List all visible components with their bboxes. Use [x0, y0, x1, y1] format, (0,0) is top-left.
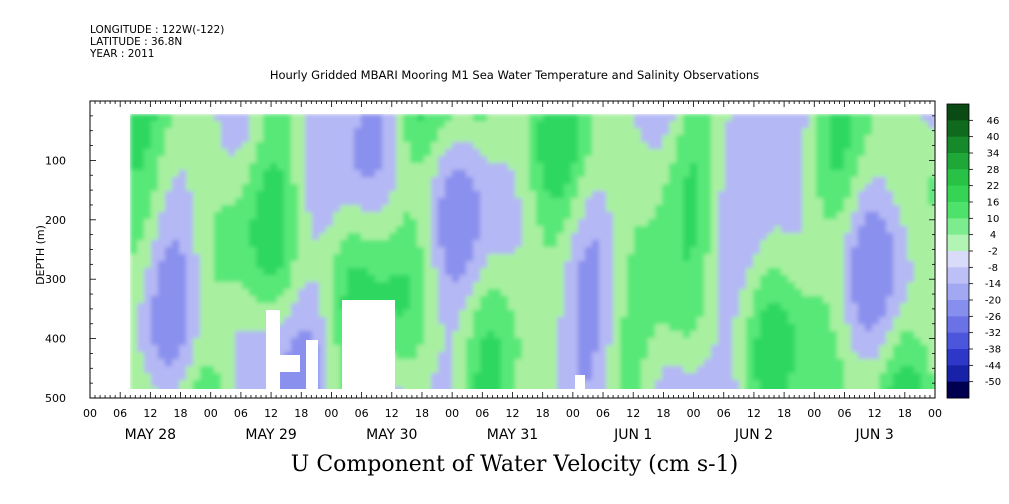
x-tick-label: 12	[868, 407, 882, 420]
colorbar-tick-label: 16	[987, 198, 1000, 209]
colorbar-band	[947, 381, 969, 399]
colorbar-band	[947, 153, 969, 170]
colorbar-band	[947, 185, 969, 203]
day-label: MAY 30	[366, 427, 417, 443]
x-tick-label: 12	[626, 407, 640, 420]
x-tick-label: 00	[566, 407, 580, 420]
x-tick-label: 06	[113, 407, 127, 420]
day-label: JUN 2	[734, 427, 773, 443]
x-tick-label: 18	[536, 407, 550, 420]
colorbar-band	[947, 169, 969, 187]
colorbar-tick-label: -2	[988, 247, 998, 258]
colorbar-band	[947, 136, 969, 154]
y-tick-label: 200	[45, 214, 66, 227]
colorbar-tick-label: 28	[987, 165, 1000, 176]
x-tick-label: 18	[656, 407, 670, 420]
day-label: JUN 3	[855, 427, 894, 443]
y-tick-label: 500	[45, 392, 66, 405]
x-tick-label: 18	[777, 407, 791, 420]
colorbar-tick-label: -14	[985, 279, 1001, 290]
colorbar-tick-label: 4	[990, 230, 996, 241]
colorbar-tick-label: 34	[987, 149, 1000, 160]
x-tick-label: 00	[687, 407, 701, 420]
axes: 00 06 12 18 00 06 12 18 00 06 12 18 00 06 12 18 00 06 12 18…	[45, 100, 942, 443]
y-tick-label: 400	[45, 333, 66, 346]
x-tick-label: 00	[928, 407, 942, 420]
latitude-label: LATITUDE : 36.8N	[90, 36, 183, 48]
colorbar-band	[947, 120, 969, 138]
colorbar-tick-label: -8	[988, 263, 998, 274]
colorbar-band	[947, 316, 969, 334]
colorbar-tick-label: -50	[985, 377, 1001, 388]
day-label: JUN 1	[613, 427, 652, 443]
x-tick-label: 12	[143, 407, 157, 420]
x-tick-label: 06	[596, 407, 610, 420]
x-tick-label: 06	[717, 407, 731, 420]
colorbar-band	[947, 251, 969, 268]
colorbar-tick-label: -26	[985, 312, 1001, 323]
day-label: MAY 31	[487, 427, 538, 443]
x-tick-label: 18	[898, 407, 912, 420]
colorbar-band	[947, 267, 969, 285]
colorbar-band	[947, 332, 969, 350]
x-tick-label: 12	[506, 407, 520, 420]
x-tick-label: 06	[234, 407, 248, 420]
x-tick-label: 00	[324, 407, 338, 420]
colorbar-band	[947, 283, 969, 301]
colorbar-band	[947, 300, 969, 317]
colorbar-tick-label: 22	[987, 181, 1000, 192]
colorbar-tick-label: -44	[985, 361, 1001, 372]
x-tick-label: 18	[174, 407, 188, 420]
x-tick-label: 06	[475, 407, 489, 420]
colorbar-tick-label: 46	[987, 116, 1000, 127]
colorbar-band	[947, 234, 969, 252]
colorbar-band	[947, 218, 969, 236]
y-tick-label: 300	[45, 273, 66, 286]
day-label: MAY 29	[245, 427, 296, 443]
colorbar-tick-label: -20	[985, 296, 1001, 307]
day-label: MAY 28	[125, 427, 176, 443]
x-tick-label: 06	[837, 407, 851, 420]
x-tick-label: 18	[294, 407, 308, 420]
metadata-block: LONGITUDE : 122W(-122) LATITUDE : 36.8N …	[90, 24, 224, 60]
chart-title: Hourly Gridded MBARI Mooring M1 Sea Wate…	[269, 68, 760, 82]
colorbar-tick-label: -38	[985, 345, 1001, 356]
x-tick-label: 00	[83, 407, 97, 420]
colorbar-tick-label: -32	[985, 328, 1001, 339]
colorbar-band	[947, 202, 969, 219]
variable-caption: U Component of Water Velocity (cm s-1)	[290, 452, 739, 477]
x-tick-label: 12	[385, 407, 399, 420]
x-tick-label: 12	[747, 407, 761, 420]
colorbar-band	[947, 365, 969, 383]
x-tick-label: 00	[807, 407, 821, 420]
x-tick-label: 06	[355, 407, 369, 420]
colorbar-band	[947, 104, 969, 121]
colorbar: 46 40 34 28 22 16 10 4 -2 -8 -14 -20 -26 -32 -38 -44 -50	[946, 103, 1001, 399]
colorbar-tick-label: 10	[987, 214, 1000, 225]
year-label: YEAR : 2011	[90, 48, 155, 60]
colorbar-band	[947, 349, 969, 366]
y-tick-label: 100	[45, 154, 66, 167]
x-tick-label: 12	[264, 407, 278, 420]
plot-area	[130, 114, 935, 389]
longitude-label: LONGITUDE : 122W(-122)	[90, 24, 225, 36]
x-tick-label: 00	[445, 407, 459, 420]
x-tick-label: 18	[415, 407, 429, 420]
colorbar-tick-label: 40	[987, 132, 1000, 143]
x-tick-label: 00	[204, 407, 218, 420]
velocity-field	[130, 114, 935, 389]
y-axis-title: DEPTH (m)	[34, 225, 47, 285]
